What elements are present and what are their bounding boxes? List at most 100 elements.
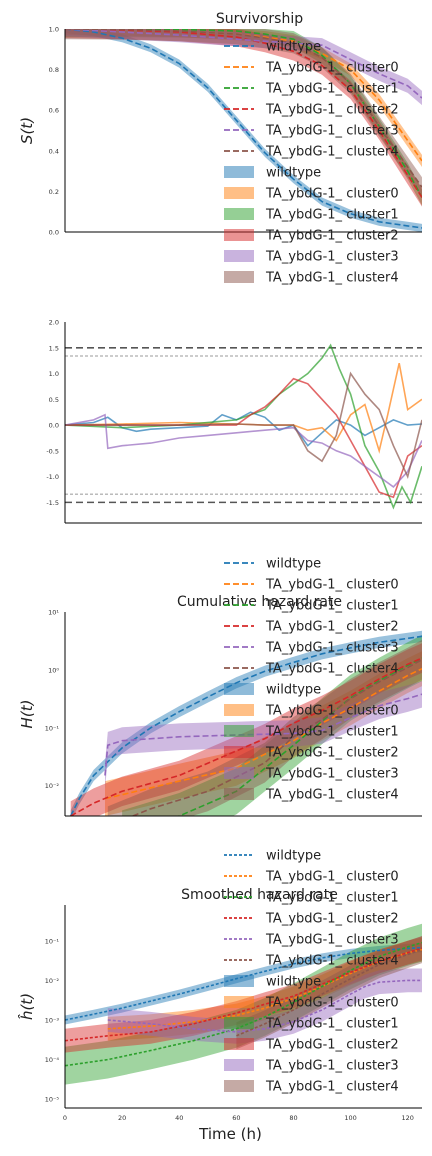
legend-patch-swatch — [224, 746, 254, 758]
y-tick-label: 10⁻³ — [45, 1016, 60, 1024]
legend-patch-swatch — [224, 1059, 254, 1071]
legend-patch-swatch — [224, 725, 254, 737]
chart-title: Survivorship — [216, 11, 303, 27]
legend: wildtype TA_ybdG-1_ cluster0 TA_ybdG-1_ cl… — [224, 557, 399, 803]
legend-patch-swatch — [224, 1017, 254, 1029]
legend-patch-label: TA_ybdG-1_ cluster2 — [265, 746, 399, 761]
confidence-band-3 — [70, 643, 422, 816]
legend-patch-swatch — [224, 767, 254, 779]
legend-line-label: TA_ybdG-1_ cluster2 — [265, 103, 399, 118]
confidence-band-1 — [107, 937, 422, 1041]
series-line-0 — [69, 635, 422, 816]
confidence-band-1 — [65, 29, 422, 167]
series-line-0 — [65, 411, 422, 447]
plot-area — [65, 923, 422, 1085]
confidence-band-2 — [65, 923, 422, 1085]
confidence-band-1 — [105, 651, 422, 816]
legend-patch-label: TA_ybdG-1_ cluster1 — [265, 1017, 399, 1032]
y-tick-label: -1.0 — [46, 473, 59, 481]
series-line-4 — [65, 413, 422, 488]
y-axis-label: S(t) — [18, 117, 36, 144]
legend-patch-label: TA_ybdG-1_ cluster0 — [265, 704, 399, 719]
plot-area — [65, 343, 422, 510]
legend-line-label: TA_ybdG-1_ cluster2 — [265, 912, 399, 927]
series-line-5 — [65, 371, 422, 479]
x-axis-label: Time (h) — [198, 1125, 262, 1143]
legend-patch-swatch — [224, 1038, 254, 1050]
y-tick-label: 0.6 — [49, 107, 59, 115]
y-tick-label: 0.2 — [49, 188, 59, 196]
legend-line-label: TA_ybdG-1_ cluster0 — [265, 870, 399, 885]
series-line-5 — [236, 948, 422, 1037]
x-tick-label: 0 — [63, 1114, 67, 1122]
legend-patch-swatch — [224, 788, 254, 800]
series-line-1 — [104, 667, 422, 800]
series-line-3 — [65, 29, 422, 198]
y-tick-label: 0.5 — [49, 396, 59, 404]
legend-line-label: TA_ybdG-1_ cluster4 — [265, 954, 399, 969]
x-tick-label: 20 — [118, 1114, 126, 1122]
legend-line-label: TA_ybdG-1_ cluster2 — [265, 620, 399, 635]
legend-patch-swatch — [224, 704, 254, 716]
legend-patch-label: TA_ybdG-1_ cluster4 — [265, 1080, 399, 1095]
legend-line-label: TA_ybdG-1_ cluster1 — [265, 599, 399, 614]
y-tick-label: 10⁻⁵ — [45, 1096, 60, 1104]
x-tick-label: 40 — [175, 1114, 183, 1122]
y-tick-label: 10⁻⁴ — [45, 1056, 60, 1064]
series-line-4 — [65, 29, 422, 99]
legend-patch-label: TA_ybdG-1_ cluster2 — [265, 1038, 399, 1053]
confidence-band-0 — [65, 943, 422, 1025]
legend-line-label: wildtype — [266, 40, 321, 55]
series-line-2 — [176, 657, 422, 816]
plot-area — [69, 630, 422, 816]
series-line-2 — [65, 343, 422, 510]
chart-panel-2: 10⁻² 10⁻¹ 10⁰ 10¹ Cumulative hazard rate H(t)… — [18, 557, 422, 817]
legend-patch-label: wildtype — [266, 166, 321, 181]
legend-patch-swatch — [224, 996, 254, 1008]
confidence-band-2 — [122, 635, 422, 816]
y-tick-label: 2.0 — [49, 319, 59, 327]
legend-patch-label: TA_ybdG-1_ cluster1 — [265, 208, 399, 223]
legend: wildtype TA_ybdG-1_ cluster0 TA_ybdG-1_ cl… — [224, 40, 399, 286]
y-tick-label: 10⁻² — [45, 782, 60, 790]
legend-patch-label: TA_ybdG-1_ cluster2 — [265, 229, 399, 244]
legend-patch-label: TA_ybdG-1_ cluster1 — [265, 725, 399, 740]
confidence-band-5 — [65, 29, 422, 198]
legend-line-label: TA_ybdG-1_ cluster0 — [265, 578, 399, 593]
legend-patch-label: TA_ybdG-1_ cluster3 — [265, 250, 399, 265]
confidence-band-3 — [65, 29, 422, 207]
legend-line-label: TA_ybdG-1_ cluster3 — [265, 933, 399, 948]
y-tick-label: -1.5 — [46, 499, 59, 507]
legend-line-label: TA_ybdG-1_ cluster3 — [265, 641, 399, 656]
series-line-5 — [65, 29, 422, 188]
series-line-5 — [130, 658, 422, 816]
x-tick-label: 80 — [289, 1114, 297, 1122]
legend-line-label: TA_ybdG-1_ cluster1 — [265, 82, 399, 97]
legend-line-label: TA_ybdG-1_ cluster4 — [265, 145, 399, 160]
legend-line-label: TA_ybdG-1_ cluster3 — [265, 124, 399, 139]
legend-patch-swatch — [224, 683, 254, 695]
x-tick-label: 60 — [232, 1114, 240, 1122]
series-line-4 — [107, 979, 422, 1033]
y-tick-label: 10⁻¹ — [45, 937, 60, 945]
legend-line-label: wildtype — [266, 849, 321, 864]
legend-line-label: wildtype — [266, 557, 321, 572]
y-tick-label: 0.0 — [49, 229, 59, 237]
legend-patch-label: TA_ybdG-1_ cluster0 — [265, 187, 399, 202]
series-line-4 — [104, 693, 422, 776]
legend-patch-label: wildtype — [266, 975, 321, 990]
series-line-3 — [65, 377, 422, 499]
series-line-2 — [65, 941, 422, 1067]
y-tick-label: 10¹ — [48, 609, 59, 617]
series-line-3 — [70, 657, 422, 816]
legend-patch-swatch — [224, 166, 254, 178]
legend-line-label: TA_ybdG-1_ cluster1 — [265, 891, 399, 906]
legend-patch-label: wildtype — [266, 683, 321, 698]
legend-patch-swatch — [224, 187, 254, 199]
legend-patch-swatch — [224, 229, 254, 241]
legend-patch-swatch — [224, 271, 254, 283]
chart-panel-1: -1.5 -1.0 -0.5 0.0 0.5 1.0 1.5 2.0 — [46, 319, 422, 524]
legend-patch-swatch — [224, 208, 254, 220]
